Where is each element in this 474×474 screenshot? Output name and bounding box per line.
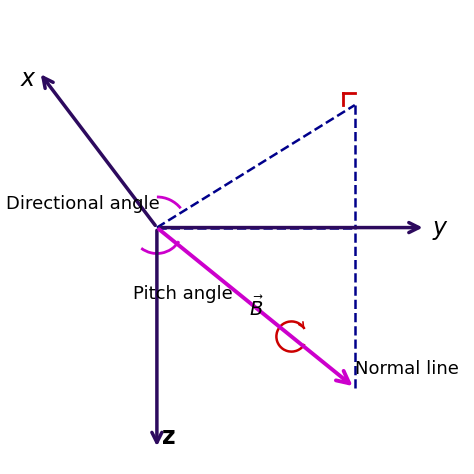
Text: Normal line: Normal line: [355, 360, 458, 378]
Text: Directional angle: Directional angle: [6, 195, 160, 213]
Text: Pitch angle: Pitch angle: [133, 284, 233, 302]
Text: z: z: [162, 425, 175, 449]
Text: y: y: [433, 216, 447, 239]
Text: $\vec{B}$: $\vec{B}$: [248, 296, 264, 320]
Text: x: x: [20, 67, 35, 91]
